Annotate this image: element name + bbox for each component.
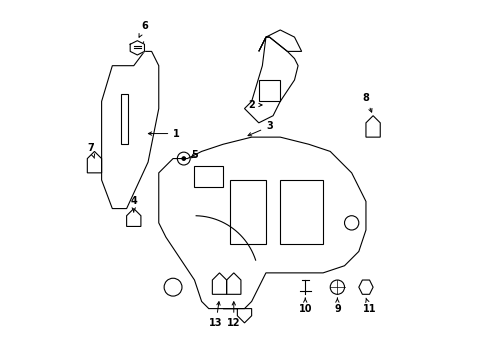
Text: 13: 13 (209, 302, 222, 328)
Text: 10: 10 (298, 298, 311, 314)
Text: 4: 4 (130, 197, 137, 212)
Text: 1: 1 (148, 129, 180, 139)
Text: 6: 6 (139, 21, 147, 37)
Text: 7: 7 (87, 143, 95, 158)
Text: 2: 2 (248, 100, 262, 110)
Polygon shape (130, 41, 144, 55)
Text: 11: 11 (362, 298, 375, 314)
Text: 12: 12 (226, 302, 240, 328)
Text: 9: 9 (333, 298, 340, 314)
Text: 8: 8 (362, 93, 371, 112)
Text: 5: 5 (191, 150, 198, 160)
Circle shape (182, 157, 185, 160)
Text: 3: 3 (247, 121, 272, 136)
